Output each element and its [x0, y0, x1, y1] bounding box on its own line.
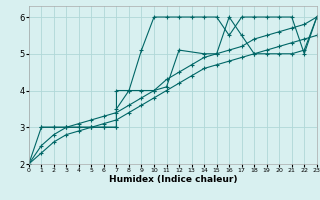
- X-axis label: Humidex (Indice chaleur): Humidex (Indice chaleur): [108, 175, 237, 184]
